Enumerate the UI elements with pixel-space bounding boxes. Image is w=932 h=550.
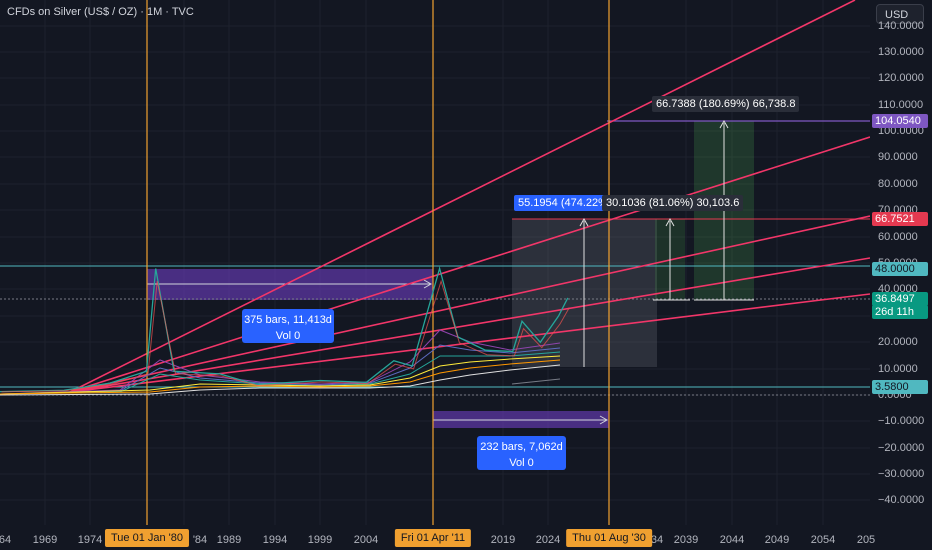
y-tick: 120.0000 [878,72,924,84]
currency-selector[interactable]: USD [876,4,924,24]
price-chart[interactable] [0,0,870,525]
x-tick: 1994 [262,534,288,546]
price-series-line[interactable] [0,266,569,393]
y-tick: −30.0000 [878,468,925,480]
x-tick: 2044 [719,534,745,546]
y-tick: −20.0000 [878,442,925,454]
y-tick: 140.0000 [878,20,924,32]
price-series-line-red [1,279,570,393]
y-tick: 130.0000 [878,46,924,58]
y-tick: 80.0000 [878,178,918,190]
range-arrowhead-1 [423,279,433,289]
x-tick: 2024 [535,534,561,546]
y-tick: 10.0000 [878,363,918,375]
x-tick: 64 [0,534,12,546]
chart-title: CFDs on Silver (US$ / OZ) · 1M · TVC [7,6,194,18]
x-tick: '84 [192,534,208,546]
measure-label-1: 55.1954 (474.22% [514,195,612,211]
x-tick: 2054 [810,534,836,546]
y-tick: 20.0000 [878,336,918,348]
y-tick: 100.0000 [878,125,924,137]
measure-label-2: 30.1036 (81.06%) 30,103.6 [602,195,744,211]
date-tag-2011: Fri 01 Apr '11 [394,529,472,547]
price-tag-66: 66.7521 [872,212,928,226]
y-tick: −10.0000 [878,415,925,427]
range-info-bars: 375 bars, 11,413d [244,314,332,326]
range-info-vol: Vol 0 [275,330,301,342]
range-info-box-2: 232 bars, 7,062d Vol 0 [477,436,566,470]
x-tick: 205 [856,534,876,546]
x-tick: 2019 [490,534,516,546]
x-tick: 2049 [764,534,790,546]
grid [0,0,870,525]
range-info-vol: Vol 0 [509,457,534,469]
range-info-box-1: 375 bars, 11,413d Vol 0 [242,309,334,343]
y-tick: 110.0000 [878,99,924,111]
x-tick: 1969 [32,534,58,546]
y-tick: 90.0000 [878,151,918,163]
price-tag-104: 104.0540 [872,114,928,128]
x-tick: '34 [648,534,664,546]
date-tag-2030: Thu 01 Aug '30 [566,529,652,547]
y-tick: −40.0000 [878,494,925,506]
x-tick: 1989 [216,534,242,546]
range-info-bars: 232 bars, 7,062d [480,441,563,453]
x-tick: 2004 [353,534,379,546]
chart-area[interactable]: CFDs on Silver (US$ / OZ) · 1M · TVC 55.… [0,0,870,525]
bar-countdown-tag: 26d 11h [872,305,928,319]
last-price-tag: 36.8497 [872,292,928,306]
x-tick: 1999 [307,534,333,546]
price-tag-48: 48.0000 [872,262,928,276]
price-tag-3: 3.5800 [872,380,928,394]
x-tick: 1974 [77,534,103,546]
measure-label-3: 66.7388 (180.69%) 66,738.8 [652,96,800,112]
range-arrowhead-2 [599,415,609,425]
date-tag-1980: Tue 01 Jan '80 [104,529,190,547]
y-tick: 60.0000 [878,231,918,243]
x-tick: 2039 [673,534,699,546]
measure-arrows [579,119,754,367]
